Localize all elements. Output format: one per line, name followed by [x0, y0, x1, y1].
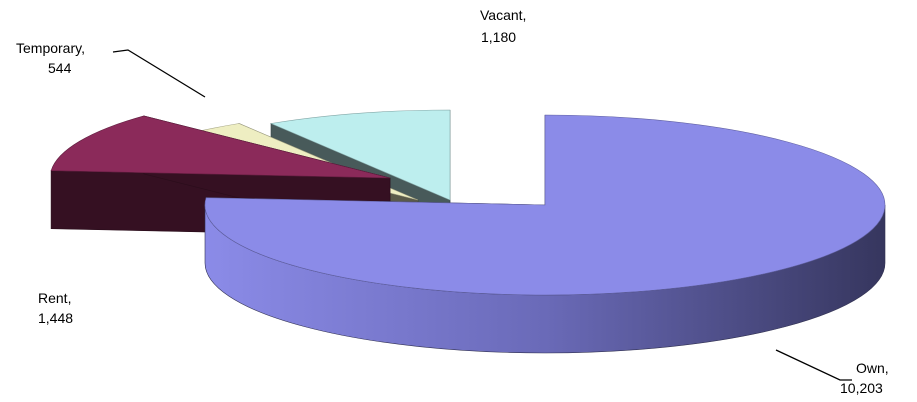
leader-line	[112, 49, 206, 98]
slice-label: Rent,	[38, 290, 71, 306]
slice-value: 10,203	[840, 380, 883, 396]
slice-label: Temporary,	[16, 40, 85, 56]
slice-value: 1,180	[481, 29, 516, 45]
slice-value: 544	[48, 60, 72, 76]
leader-line	[775, 349, 852, 381]
pie	[50, 109, 886, 354]
slice-label: Own,	[856, 360, 889, 376]
slice	[50, 115, 391, 179]
slice	[269, 109, 451, 201]
slice-label: Vacant,	[480, 7, 526, 23]
slice-value: 1,448	[38, 310, 73, 326]
slice	[204, 114, 886, 296]
